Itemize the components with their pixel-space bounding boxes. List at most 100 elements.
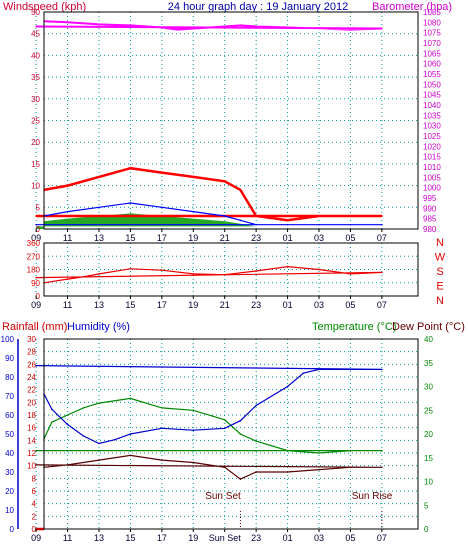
wind-direction-line — [36, 265, 382, 284]
bottom-xtick-label-7: 01 — [283, 533, 293, 543]
wind-direction-line-point-10 — [318, 268, 320, 271]
dewpoint-line-point-9 — [286, 471, 289, 473]
humidity-axis-title: Humidity (%) — [67, 321, 130, 333]
top-xtick-label-10: 07 — [377, 233, 387, 243]
humidity-line-point-6 — [129, 433, 132, 435]
wind-gust-line-point-9 — [286, 219, 289, 222]
humidity-tick-label-4: 40 — [5, 449, 14, 458]
wind-gust-line-point-3 — [129, 167, 132, 170]
wind-gust-line — [36, 166, 382, 222]
wind-gust-line-point-6 — [223, 180, 226, 183]
barometer-line-point-11 — [318, 27, 320, 30]
wind-direction-line-point-1 — [66, 278, 69, 280]
wind-gust-line-point-5 — [192, 176, 195, 178]
dewpoint-line-point-10 — [318, 468, 320, 471]
barometer-tick-label-18: 1070 — [423, 39, 441, 48]
temperature-line-point-1 — [51, 421, 53, 423]
top-xtick-label-5: 21 — [220, 233, 230, 243]
dewpoint-line-point-5 — [192, 461, 195, 464]
compass-label-3: E — [436, 281, 443, 293]
humidity-line-point-8 — [192, 429, 195, 432]
barometer-tick-label-16: 1060 — [423, 60, 441, 69]
humidity-tick-label-1: 10 — [5, 506, 14, 515]
bottom-xtick-label-3: 17 — [157, 533, 167, 543]
wind-average-line-point-3 — [129, 202, 132, 204]
barometer-line-point-8 — [239, 24, 242, 27]
humidity-tick-label-10: 100 — [1, 335, 15, 344]
wind-average-line-point-7 — [239, 219, 242, 222]
humidity-line-point-16 — [381, 368, 383, 371]
barometer-line-point-4 — [161, 26, 163, 29]
humidity-line-point-4 — [98, 442, 100, 445]
barometer-tick-label-4: 1000 — [423, 184, 441, 193]
humidity-line-point-7 — [161, 427, 163, 430]
humidity-line-point-11 — [255, 404, 257, 407]
windspeed-tick-label-1: 5 — [36, 203, 41, 212]
bottom-xtick-label-5: Sun Set — [209, 533, 242, 543]
barometer-tick-label-12: 1040 — [423, 101, 441, 110]
dewpoint-line-point-8 — [255, 471, 257, 473]
barometer-line-point-3 — [129, 24, 132, 27]
barometer-line-point-14 — [35, 25, 37, 28]
rainfall-tick-label-0: 0 — [32, 525, 37, 534]
temperature-tick-label-4: 20 — [424, 430, 433, 439]
temperature-line-point-15 — [35, 449, 37, 452]
temperature-line-point-9 — [239, 433, 242, 435]
humidity-tick-label-3: 30 — [5, 468, 14, 477]
dewpoint-line-point-12 — [381, 466, 383, 469]
wind-average-line-point-4 — [161, 206, 163, 209]
dewpoint-line-point-3 — [129, 454, 132, 457]
dir-xtick-label-3: 17 — [157, 300, 167, 310]
windspeed-tick-label-2: 10 — [31, 182, 40, 191]
temperature-line-point-13 — [349, 449, 352, 452]
wind-average-line-point-6 — [223, 215, 226, 217]
barometer-tick-label-14: 1050 — [423, 80, 441, 89]
wind-average-line-point-11 — [349, 223, 352, 226]
dir-xtick-label-6: 23 — [251, 300, 261, 310]
wind-gust-line-point-11 — [349, 215, 352, 217]
direction-tick-label-3: 270 — [27, 252, 41, 261]
barometer-line-point-10 — [286, 26, 289, 29]
temperature-line-point-3 — [82, 407, 85, 409]
barometer-line — [36, 20, 382, 31]
humidity-tick-label-6: 60 — [5, 411, 14, 420]
dir-xtick-label-7: 01 — [283, 300, 293, 310]
dir-xtick-label-1: 13 — [94, 300, 104, 310]
dewpoint-line — [36, 454, 382, 480]
temperature-line-point-4 — [98, 402, 100, 404]
top-xtick-label-0: 11 — [63, 233, 72, 243]
temperature-tick-label-7: 35 — [424, 359, 433, 368]
windspeed-tick-label-8: 40 — [31, 51, 40, 60]
temperature-axis-title: Temperature (°C) — [312, 321, 396, 333]
rainfall-tick-label-9: 18 — [27, 411, 36, 420]
rainfall-tick-label-2: 4 — [32, 500, 37, 509]
barometer-tick-label-20: 1080 — [423, 18, 441, 27]
top-xtick-label-6: 23 — [251, 233, 261, 243]
barometer-line-point-5 — [176, 28, 179, 31]
top-panel-frame — [43, 11, 419, 230]
temperature-tick-label-8: 40 — [424, 335, 433, 344]
temperature-line — [36, 397, 382, 454]
wind-gust-line-point-8 — [255, 215, 257, 217]
top-xtick-label-1: 13 — [94, 233, 104, 243]
humidity-line-point-1 — [51, 408, 53, 411]
rainfall-tick-label-8: 16 — [27, 424, 36, 433]
barometer-tick-label-1: 985 — [423, 215, 437, 224]
dir-xtick-label-5: 21 — [220, 300, 230, 310]
dir-xtick-label-11: 09 — [31, 300, 41, 310]
humidity-tick-label-2: 20 — [5, 487, 14, 496]
direction-panel-frame — [43, 242, 419, 297]
bottom-panel-frame — [43, 338, 419, 530]
wind-direction-line-point-8 — [255, 270, 257, 272]
windspeed-tick-label-4: 20 — [31, 138, 40, 147]
temperature-line-point-10 — [255, 440, 257, 442]
barometer-tick-label-9: 1025 — [423, 132, 441, 141]
windspeed-tick-label-5: 25 — [31, 117, 40, 126]
windspeed-tick-label-10: 50 — [31, 8, 40, 17]
humidity-line-point-15 — [349, 368, 352, 371]
barometer-tick-label-17: 1065 — [423, 49, 441, 58]
barometer-tick-label-10: 1030 — [423, 122, 441, 131]
barometer-line-point-12 — [349, 28, 352, 31]
